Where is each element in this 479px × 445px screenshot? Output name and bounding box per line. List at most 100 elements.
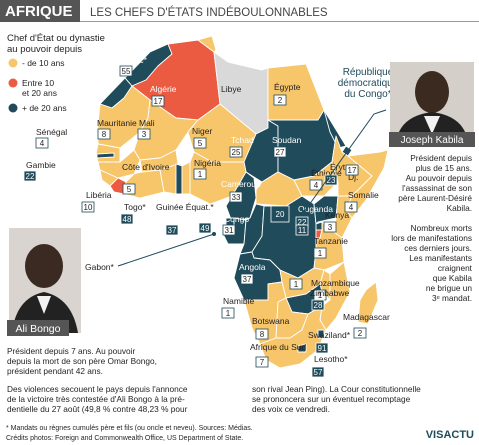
label-congo: Congo [224,214,249,224]
country-togo [175,163,183,195]
label-botswana: Botswana [252,316,290,326]
badge-years-ethiopie: 4 [314,181,319,190]
label-djibouti: Dj. [348,172,358,182]
badge-years-tanzanie: 1 [318,249,323,258]
bottom-text-line: dentielle du 27 août (49,8 % contre 48,2… [7,404,188,414]
badge-years-swaziland: 91 [318,344,327,353]
badge-algerie [151,95,165,107]
badge-mauritanie [97,128,111,140]
label-ethiopie: Éthiopie [311,168,342,178]
bongo-name: Ali Bongo [16,323,61,335]
label-erythree: Éryt. [330,162,347,172]
label-gambie: Gambie [26,160,56,170]
legend-title-line2: au pouvoir depuis [7,44,82,55]
kabila-text-line: ces derniers jours. [404,243,472,253]
badge-lesotho [311,366,325,378]
label-namibie: Namibie [223,296,254,306]
badge-years-cameroun: 33 [232,193,241,202]
badge-togo [120,213,134,225]
label-soudan: Soudan [272,135,302,145]
bottom-text-right-line: des voix ce vendredi. [252,404,330,414]
badge-cameroun [229,191,243,203]
bottom-text-line: Des violences secouent le pays depuis l'… [7,384,188,394]
label-somalie: Somalie [348,190,379,200]
badge-congo [222,224,236,236]
legend-title-line1: Chef d'État ou dynastie [7,33,105,44]
label-zimbabwe: Zimbabwe [310,288,349,298]
footer-credits: Crédits photos: Foreign and Commonwealth… [6,435,243,442]
badge-niger [193,137,207,149]
kabila-photo-shirt [424,116,440,134]
badge-nigeria [193,168,207,180]
footer-note: * Mandats ou règnes cumulés père et fils… [6,425,253,432]
bongo-panel: Ali Bongo Gabon* Président depuis 7 ans.… [7,228,216,376]
badge-burundi [295,224,309,236]
kabila-text-line: l'assassinat de son [402,183,472,193]
kabila-text-line: Nombreux morts [411,223,472,233]
badge-rd-congo [270,205,290,223]
label-mozambique: Mozambique [311,278,360,288]
badge-ethiopie [309,179,323,191]
legend-label-3: + de 20 ans [22,103,67,113]
badge-years-maroc: 55 [122,67,131,76]
badge-liberia [81,201,95,213]
badge-maroc [119,65,133,77]
kabila-text-line: Président depuis [410,153,472,163]
badge-tanzanie [313,247,327,259]
label-egypte: Égypte [274,82,301,92]
header-subtitle: LES CHEFS D'ÉTATS INDÉBOULONNABLES [90,6,328,19]
label-tchad: Tchad [231,135,254,145]
kabila-text-line: lors de manifestations [391,233,472,243]
label-kenya: Kenya [325,210,349,220]
kabila-pointer-dot [302,210,306,214]
bongo-description: Président depuis 7 ans. Au pouvoirdepuis… [7,346,157,376]
kabila-country-line: démocratique [338,78,399,89]
label-senegal: Sénégal [36,127,67,137]
bongo-pointer-dot [212,232,216,236]
badge-years-zambie: 1 [294,280,299,289]
legend-label-2: et 20 ans [22,88,57,98]
badge-years-togo: 48 [123,215,132,224]
badge-somalie [344,201,358,213]
bongo-text-line: depuis la mort de son père Omar Bongo, [7,356,157,366]
legend: Chef d'État ou dynastie au pouvoir depui… [7,33,105,113]
badge-years-rd-congo: 20 [276,210,285,219]
label-libye: Libye [221,84,242,94]
badge-gabon [198,222,212,234]
kabila-name-banner [389,132,475,147]
badge-years-gabon: 49 [201,224,210,233]
kabila-text-line: 3ᵉ mandat. [432,293,472,303]
label-togo: Togo* [124,202,146,212]
kabila-text-line: que Kabila [433,273,473,283]
badge-years-madagascar: 2 [358,329,363,338]
legend-swatch-2 [8,78,18,88]
kabila-text-line: père Laurent-Désiré [398,193,472,203]
label-tanzanie: Tanzanie [314,236,348,246]
kabila-text-line: ne brigue un [426,283,473,293]
footer: * Mandats ou règnes cumulés père et fils… [6,425,474,442]
badge-angola [240,273,254,285]
bongo-photo-shirt [37,296,51,314]
country-egypte [267,63,325,121]
badge-years-liberia: 10 [84,203,93,212]
label-madagascar: Madagascar [343,312,390,322]
legend-label-2: Entre 10 [22,78,54,88]
country-benin [181,161,191,195]
kabila-pointer-line [303,109,387,213]
badge-years-congo: 31 [225,226,234,235]
kabila-photo [390,62,474,142]
badge-cote-d-ivoire [122,183,136,195]
badge-years-zimbabwe: 28 [314,301,323,310]
header: AFRIQUE LES CHEFS D'ÉTATS INDÉBOULONNABL… [0,0,479,22]
badge-years-burundi: 11 [298,226,307,235]
label-guinee-equat: Guinée Équat.* [156,202,214,212]
badge-kenya [323,221,337,233]
label-niger: Niger [192,126,212,136]
badge-years-soudan: 27 [276,148,285,157]
label-ouganda: Ouganda [298,204,333,214]
